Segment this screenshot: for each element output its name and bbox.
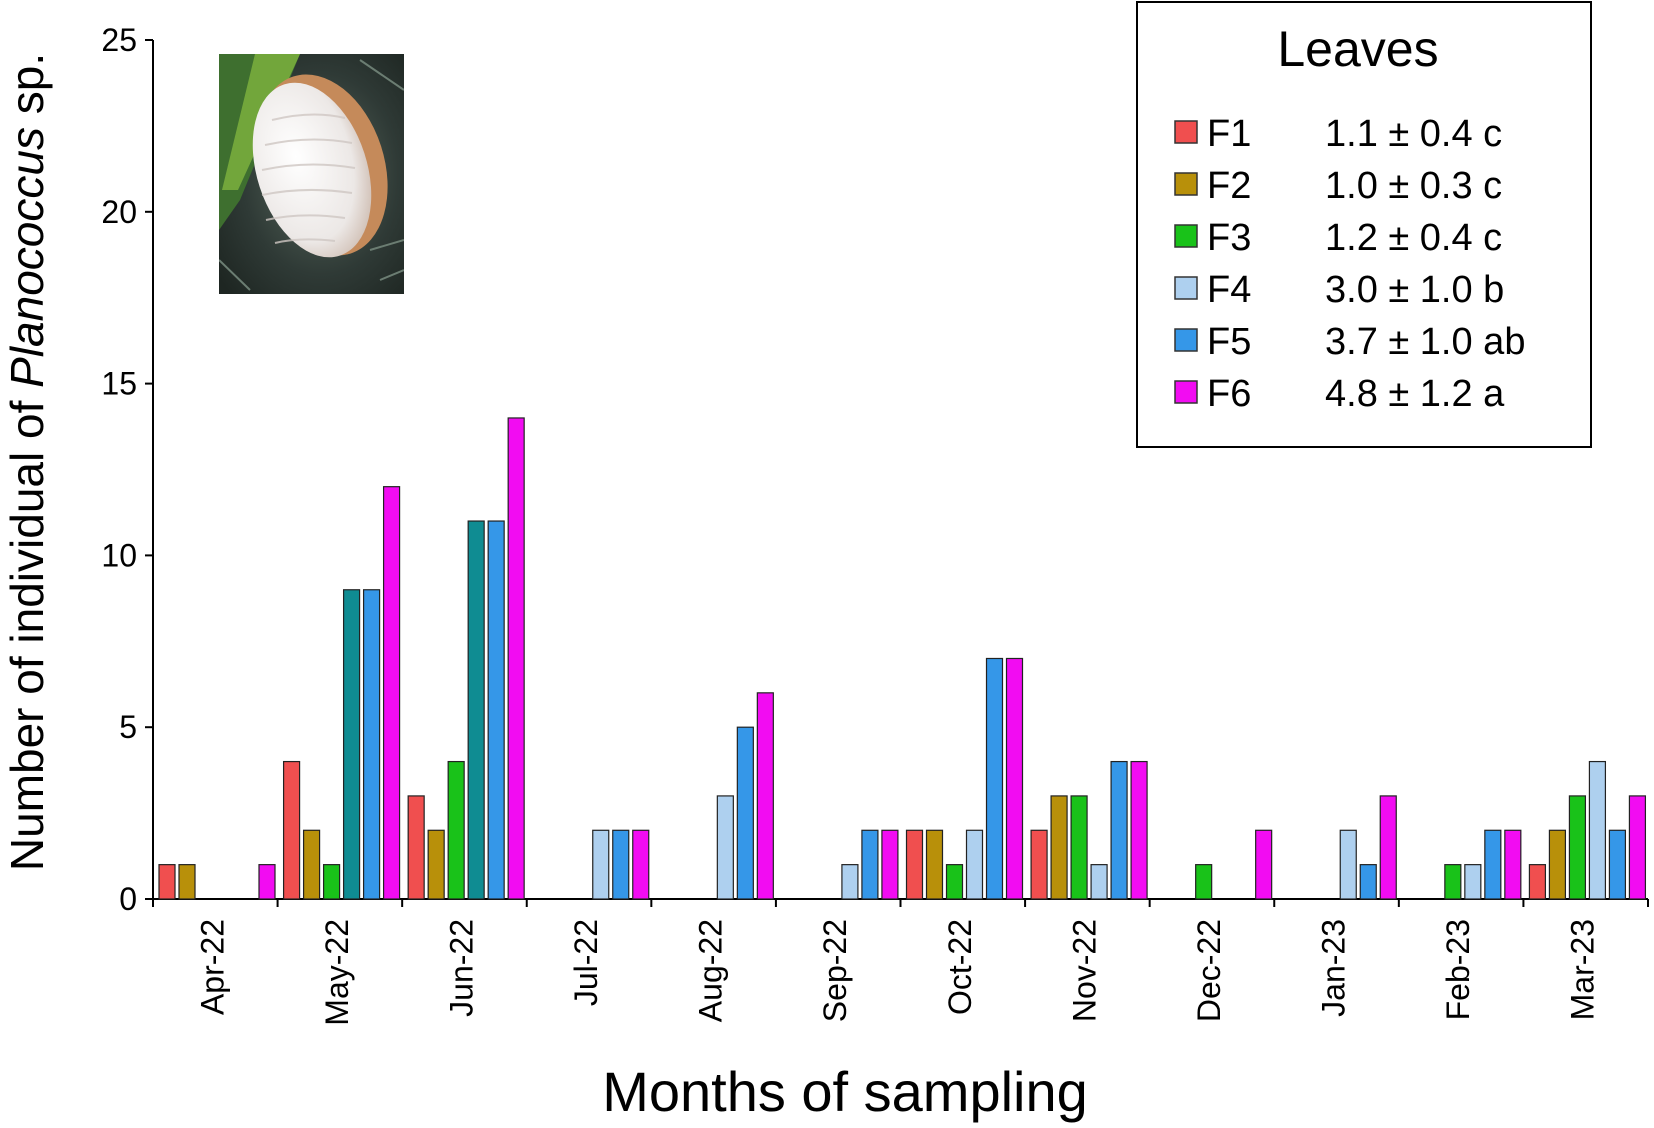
legend-swatch-f6 <box>1174 380 1198 404</box>
legend-label-f1: F1 <box>1207 113 1251 155</box>
x-tick-label: Sep-22 <box>817 919 853 1022</box>
bar-f3-jun-22 <box>447 760 465 900</box>
bar-f4-jun-22 <box>467 520 485 900</box>
bar-f5-aug-22 <box>736 726 754 900</box>
legend-swatch-f4 <box>1174 276 1198 300</box>
x-tick-label: Jun-22 <box>443 919 479 1017</box>
bar-f2-may-22 <box>302 829 321 900</box>
x-tick-label: Dec-22 <box>1191 919 1227 1022</box>
x-tick-label: May-22 <box>319 919 355 1026</box>
bar-f2-nov-22 <box>1050 795 1068 900</box>
bar-f5-nov-22 <box>1110 760 1128 900</box>
y-tick-label: 15 <box>101 366 137 402</box>
x-tick-label: Feb-23 <box>1440 919 1476 1020</box>
x-tick-label: Oct-22 <box>942 919 978 1015</box>
bar-f5-may-22 <box>362 589 381 900</box>
bar-f4-feb-23 <box>1464 864 1482 900</box>
legend: Leaves F1 1.1 ± 0.4 c F2 1.0 ± 0.3 c F3 1.2 ±… <box>1136 1 1592 448</box>
bar-f6-jun-22 <box>507 417 525 900</box>
bar-f6-mar-23 <box>1628 795 1647 900</box>
legend-swatch-f1 <box>1174 120 1198 144</box>
x-tick-label: Mar-23 <box>1565 919 1601 1020</box>
legend-label-f6: F6 <box>1207 373 1251 415</box>
bar-f6-feb-23 <box>1504 829 1522 900</box>
mealybug-photo <box>219 54 404 294</box>
bar-f2-oct-22 <box>925 829 944 900</box>
bar-f6-dec-22 <box>1255 829 1273 900</box>
legend-swatch-f3 <box>1174 224 1198 248</box>
legend-label-f5: F5 <box>1207 321 1251 363</box>
bar-f1-oct-22 <box>905 829 924 900</box>
bar-f2-mar-23 <box>1548 829 1567 900</box>
bar-f4-nov-22 <box>1090 864 1108 900</box>
x-tick-label: Jan-23 <box>1316 919 1352 1017</box>
bar-f3-mar-23 <box>1568 795 1587 900</box>
x-axis-title: Months of sampling <box>602 1060 1088 1123</box>
bar-f6-jul-22 <box>632 829 650 900</box>
bar-f4-mar-23 <box>1588 760 1607 900</box>
bar-f2-apr-22 <box>178 864 196 900</box>
legend-swatch-f5 <box>1174 328 1198 352</box>
bar-f6-may-22 <box>382 486 401 900</box>
y-tick-label: 20 <box>101 194 137 230</box>
y-tick-label: 10 <box>101 537 137 573</box>
bar-f1-jun-22 <box>407 795 425 900</box>
y-tick-label: 0 <box>119 881 137 917</box>
bar-f6-jan-23 <box>1379 795 1397 900</box>
bars-layer <box>158 417 1647 900</box>
bar-f1-apr-22 <box>158 864 176 900</box>
bar-f4-aug-22 <box>716 795 734 900</box>
legend-label-f2: F2 <box>1207 165 1251 207</box>
bar-f6-oct-22 <box>1005 657 1024 900</box>
bar-f3-may-22 <box>322 864 341 900</box>
bar-f3-oct-22 <box>945 864 964 900</box>
x-tick-label: Apr-22 <box>194 919 230 1015</box>
bar-f5-sep-22 <box>861 829 879 900</box>
x-tick-label: Jul-22 <box>568 919 604 1006</box>
bar-f4-jul-22 <box>592 829 610 900</box>
bar-f5-jul-22 <box>612 829 630 900</box>
bar-f4-oct-22 <box>965 829 984 900</box>
x-tick-label: Aug-22 <box>693 919 729 1022</box>
bar-f1-nov-22 <box>1030 829 1048 900</box>
legend-stat-f6: 4.8 ± 1.2 a <box>1325 373 1505 415</box>
bar-f6-nov-22 <box>1130 760 1148 900</box>
x-tick-label: Nov-22 <box>1066 919 1102 1022</box>
legend-stat-f1: 1.1 ± 0.4 c <box>1325 113 1502 155</box>
bar-f6-aug-22 <box>756 692 774 900</box>
bar-f6-apr-22 <box>258 864 276 900</box>
bar-f5-oct-22 <box>985 657 1004 900</box>
legend-stat-f4: 3.0 ± 1.0 b <box>1325 269 1504 311</box>
bar-f6-sep-22 <box>881 829 899 900</box>
legend-stat-f3: 1.2 ± 0.4 c <box>1325 217 1502 259</box>
bar-f1-mar-23 <box>1528 864 1547 900</box>
bar-f5-jun-22 <box>487 520 505 900</box>
y-axis: 0 5 10 15 20 25 <box>101 22 154 917</box>
bar-f3-dec-22 <box>1195 864 1213 900</box>
y-tick-label: 25 <box>101 22 137 58</box>
x-axis: Apr-22 May-22 Jun-22 Jul-22 Aug-22 Sep-22 Oct-… <box>152 898 1649 1026</box>
legend-stat-f5: 3.7 ± 1.0 ab <box>1325 321 1525 363</box>
bar-f4-jan-23 <box>1339 829 1357 900</box>
bar-f5-feb-23 <box>1484 829 1502 900</box>
legend-swatch-f2 <box>1174 172 1198 196</box>
legend-label-f3: F3 <box>1207 217 1251 259</box>
y-tick-label: 5 <box>119 709 137 745</box>
legend-title: Leaves <box>1277 21 1438 77</box>
bar-f4-sep-22 <box>841 864 859 900</box>
bar-f3-feb-23 <box>1444 864 1462 900</box>
bar-f5-jan-23 <box>1359 864 1377 900</box>
legend-stat-f2: 1.0 ± 0.3 c <box>1325 165 1502 207</box>
y-axis-title: Number of individual of Planococcus sp. <box>1 53 53 871</box>
bar-f3-nov-22 <box>1070 795 1088 900</box>
bar-f4-may-22 <box>342 589 361 900</box>
bar-f1-may-22 <box>282 760 301 900</box>
bar-f2-jun-22 <box>427 829 445 900</box>
legend-label-f4: F4 <box>1207 269 1251 311</box>
bar-f5-mar-23 <box>1608 829 1627 900</box>
